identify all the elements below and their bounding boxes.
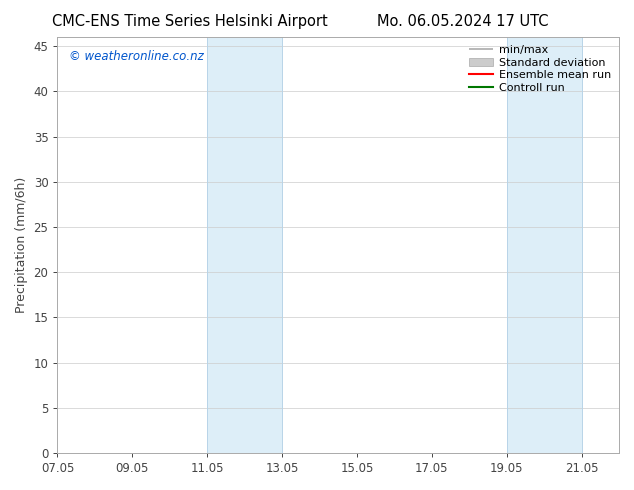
Y-axis label: Precipitation (mm/6h): Precipitation (mm/6h) bbox=[15, 177, 28, 313]
Legend: min/max, Standard deviation, Ensemble mean run, Controll run: min/max, Standard deviation, Ensemble me… bbox=[467, 43, 614, 96]
Text: © weatheronline.co.nz: © weatheronline.co.nz bbox=[68, 49, 204, 63]
Text: CMC-ENS Time Series Helsinki Airport: CMC-ENS Time Series Helsinki Airport bbox=[53, 14, 328, 29]
Text: Mo. 06.05.2024 17 UTC: Mo. 06.05.2024 17 UTC bbox=[377, 14, 548, 29]
Bar bbox=[507, 37, 581, 453]
Bar bbox=[207, 37, 282, 453]
